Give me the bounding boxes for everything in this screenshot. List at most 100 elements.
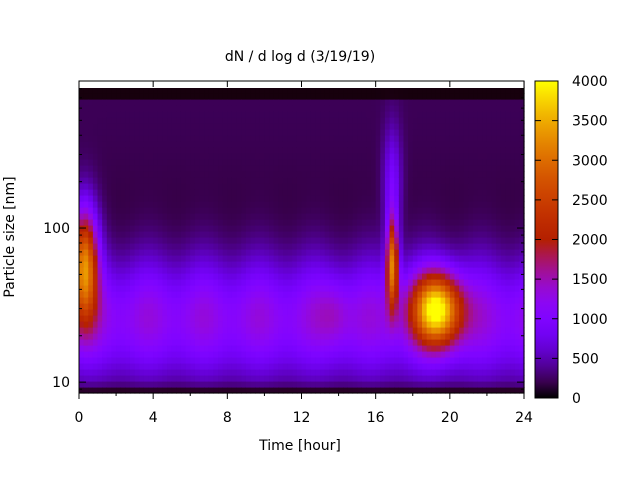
- heatmap-cell: [204, 303, 209, 310]
- heatmap-cell: [450, 261, 455, 268]
- heatmap-cell: [496, 117, 501, 124]
- heatmap-cell: [459, 153, 464, 160]
- heatmap-cell: [311, 171, 316, 178]
- heatmap-cell: [329, 285, 334, 292]
- heatmap-cell: [505, 165, 510, 172]
- heatmap-cell: [116, 273, 121, 280]
- heatmap-cell: [269, 147, 274, 154]
- heatmap-cell: [111, 267, 116, 274]
- heatmap-cell: [487, 171, 492, 178]
- heatmap-cell: [297, 147, 302, 154]
- heatmap-cell: [158, 93, 163, 100]
- heatmap-cell: [366, 135, 371, 142]
- heatmap-cell: [88, 189, 93, 196]
- heatmap-cell: [501, 297, 506, 304]
- heatmap-cell: [510, 255, 515, 262]
- heatmap-cell: [204, 363, 209, 370]
- heatmap-cell: [515, 351, 520, 358]
- heatmap-cell: [149, 231, 154, 238]
- heatmap-cell: [98, 105, 103, 112]
- heatmap-cell: [213, 273, 218, 280]
- heatmap-cell: [431, 99, 436, 106]
- heatmap-cell: [278, 333, 283, 340]
- heatmap-cell: [130, 93, 135, 100]
- heatmap-cell: [334, 351, 339, 358]
- heatmap-cell: [366, 153, 371, 160]
- heatmap-cell: [232, 309, 237, 316]
- heatmap-cell: [167, 327, 172, 334]
- heatmap-cell: [297, 141, 302, 148]
- heatmap-cell: [510, 129, 515, 136]
- heatmap-cell: [190, 243, 195, 250]
- heatmap-cell: [116, 285, 121, 292]
- heatmap-cell: [116, 99, 121, 106]
- heatmap-cell: [390, 303, 395, 310]
- heatmap-cell: [116, 369, 121, 376]
- heatmap-cell: [209, 375, 214, 382]
- heatmap-cell: [218, 303, 223, 310]
- heatmap-cell: [93, 333, 98, 340]
- heatmap-cell: [394, 111, 399, 118]
- heatmap-cell: [515, 195, 520, 202]
- heatmap-cell: [487, 321, 492, 328]
- heatmap-cell: [306, 315, 311, 322]
- heatmap-cell: [269, 303, 274, 310]
- heatmap-cell: [292, 171, 297, 178]
- heatmap-cell: [121, 135, 126, 142]
- heatmap-cell: [436, 189, 441, 196]
- heatmap-cell: [450, 99, 455, 106]
- heatmap-cell: [371, 285, 376, 292]
- heatmap-cell: [352, 303, 357, 310]
- heatmap-cell: [399, 243, 404, 250]
- heatmap-cell: [329, 369, 334, 376]
- heatmap-cell: [135, 231, 140, 238]
- heatmap-cell: [278, 165, 283, 172]
- heatmap-cell: [390, 321, 395, 328]
- heatmap-cell: [352, 231, 357, 238]
- heatmap-cell: [343, 261, 348, 268]
- heatmap-cell: [195, 99, 200, 106]
- heatmap-cell: [311, 339, 316, 346]
- heatmap-cell: [255, 357, 260, 364]
- heatmap-cell: [135, 141, 140, 148]
- heatmap-cell: [311, 237, 316, 244]
- heatmap-cell: [501, 201, 506, 208]
- heatmap-cell: [176, 345, 181, 352]
- heatmap-cell: [320, 165, 325, 172]
- heatmap-cell: [436, 207, 441, 214]
- heatmap-cell: [315, 381, 320, 388]
- heatmap-cell: [445, 345, 450, 352]
- heatmap-cell: [427, 375, 432, 382]
- heatmap-cell: [292, 285, 297, 292]
- heatmap-cell: [371, 369, 376, 376]
- heatmap-cell: [130, 291, 135, 298]
- heatmap-cell: [496, 177, 501, 184]
- heatmap-cell: [515, 363, 520, 370]
- heatmap-cell: [422, 183, 427, 190]
- heatmap-cell: [237, 141, 242, 148]
- heatmap-cell: [325, 195, 330, 202]
- heatmap-cell: [505, 369, 510, 376]
- heatmap-cell: [223, 237, 228, 244]
- heatmap-cell: [241, 261, 246, 268]
- heatmap-cell: [413, 303, 418, 310]
- heatmap-cell: [246, 351, 251, 358]
- heatmap-cell: [436, 345, 441, 352]
- heatmap-cell: [390, 261, 395, 268]
- heatmap-cell: [195, 177, 200, 184]
- heatmap-cell: [329, 213, 334, 220]
- heatmap-cell: [144, 117, 149, 124]
- heatmap-cell: [311, 135, 316, 142]
- heatmap-cell: [403, 117, 408, 124]
- heatmap-cell: [264, 255, 269, 262]
- heatmap-cell: [325, 123, 330, 130]
- heatmap-cell: [496, 255, 501, 262]
- heatmap-cell: [352, 309, 357, 316]
- heatmap-cell: [413, 111, 418, 118]
- heatmap-cell: [394, 243, 399, 250]
- heatmap-cell: [510, 267, 515, 274]
- heatmap-cell: [427, 369, 432, 376]
- heatmap-cell: [478, 105, 483, 112]
- heatmap-cell: [357, 303, 362, 310]
- heatmap-cell: [329, 249, 334, 256]
